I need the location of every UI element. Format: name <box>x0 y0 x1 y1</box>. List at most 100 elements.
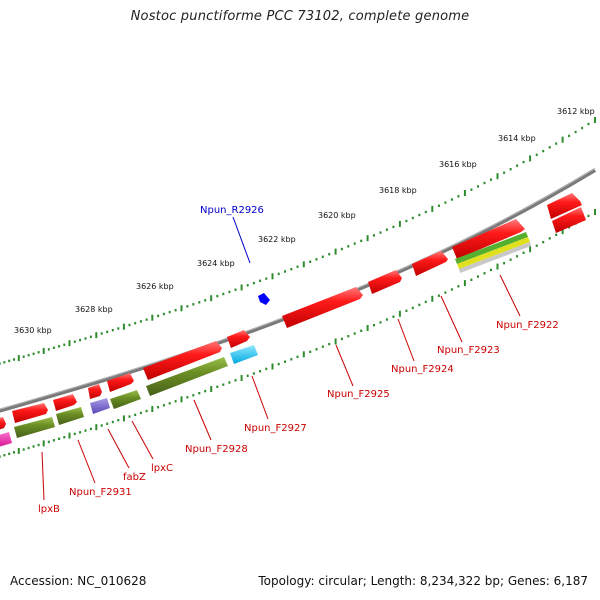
pink-feature <box>0 432 12 447</box>
minor-tick <box>574 130 577 134</box>
minor-tick <box>535 244 538 247</box>
minor-tick <box>47 348 50 351</box>
minor-tick <box>284 270 286 273</box>
minor-tick <box>27 354 30 357</box>
minor-tick <box>490 178 492 181</box>
scale-label: 3620 kbp <box>318 211 356 220</box>
minor-tick <box>32 352 35 355</box>
minor-tick <box>535 153 538 156</box>
minor-tick <box>73 340 76 343</box>
minor-tick <box>134 413 137 416</box>
genome-backbone-highlight <box>0 168 596 410</box>
minor-tick <box>379 231 382 234</box>
minor-tick <box>516 255 519 258</box>
inner-tick-track <box>0 209 596 458</box>
minor-tick <box>470 188 473 191</box>
minor-tick <box>555 233 558 236</box>
minor-tick <box>252 281 255 285</box>
minor-tick <box>360 329 363 332</box>
major-tick <box>431 295 434 302</box>
minor-tick <box>483 272 486 275</box>
minor-tick <box>392 225 395 229</box>
minor-tick <box>134 322 137 325</box>
cds-feature <box>88 384 102 399</box>
minor-tick <box>22 355 25 358</box>
minor-tick <box>477 275 479 278</box>
minor-tick <box>353 332 356 335</box>
scale-label: 3616 kbp <box>439 160 477 169</box>
scale-label: 3628 kbp <box>75 305 113 314</box>
minor-tick <box>37 443 40 447</box>
minor-tick <box>555 142 558 145</box>
minor-tick <box>58 345 61 348</box>
minor-tick <box>106 422 109 425</box>
blue-feature <box>230 345 258 364</box>
major-tick <box>42 440 45 447</box>
minor-tick <box>296 355 299 358</box>
minor-tick <box>450 288 453 291</box>
minor-tick <box>246 374 249 377</box>
gene-label-lpxb: lpxB <box>38 504 60 515</box>
gene-label-npun-r2926: Npun_R2926 <box>200 205 264 216</box>
cds-feature <box>452 219 525 259</box>
major-tick <box>398 310 401 317</box>
gene-track <box>0 345 258 447</box>
gene-feature <box>146 357 228 396</box>
major-tick <box>334 338 337 345</box>
minor-tick <box>204 299 207 302</box>
minor-tick <box>3 454 6 457</box>
minor-tick <box>216 294 219 298</box>
major-tick <box>95 332 98 339</box>
minor-tick <box>411 216 414 220</box>
minor-tick <box>296 265 299 268</box>
major-tick <box>271 273 274 280</box>
gene-label-npun-f2922: Npun_F2922 <box>496 320 559 331</box>
minor-tick <box>360 239 363 243</box>
minor-tick <box>216 385 219 388</box>
minor-tick <box>174 400 177 403</box>
minor-tick <box>228 290 231 294</box>
minor-tick <box>58 437 61 440</box>
gene-label-npun-f2931: Npun_F2931 <box>69 487 132 498</box>
gene-label-npun-f2923: Npun_F2923 <box>437 345 500 356</box>
major-tick <box>95 424 98 431</box>
minor-tick <box>139 411 142 415</box>
gene-label-npun-f2925: Npun_F2925 <box>327 389 390 400</box>
minor-tick <box>84 337 87 340</box>
minor-tick <box>100 332 103 335</box>
minor-tick <box>437 204 440 207</box>
label-leaders <box>41 274 521 501</box>
minor-tick <box>328 342 331 346</box>
minor-tick <box>111 420 114 424</box>
minor-tick <box>457 195 460 198</box>
minor-tick <box>168 402 171 405</box>
minor-tick <box>347 245 350 248</box>
major-tick <box>68 340 71 347</box>
minor-tick <box>79 338 82 342</box>
minor-tick <box>265 367 268 371</box>
minor-tick <box>424 210 427 214</box>
major-tick <box>594 117 596 123</box>
minor-tick <box>168 310 171 314</box>
minor-tick <box>22 448 25 451</box>
minor-tick <box>542 240 545 244</box>
gene-feature <box>56 407 84 425</box>
major-tick <box>366 235 369 242</box>
minor-tick <box>8 359 11 363</box>
minor-tick <box>477 185 479 188</box>
minor-tick <box>444 291 447 294</box>
minor-tick <box>581 126 584 130</box>
minor-tick <box>379 321 382 324</box>
major-tick <box>366 325 369 331</box>
minor-tick <box>321 345 324 348</box>
minor-tick <box>128 323 131 327</box>
gene-feature <box>110 390 141 409</box>
minor-tick <box>290 358 293 361</box>
minor-tick <box>79 431 82 434</box>
minor-tick <box>222 383 225 386</box>
minor-tick <box>385 318 388 321</box>
major-tick <box>210 295 213 302</box>
minor-tick <box>483 181 486 185</box>
minor-tick <box>73 432 76 436</box>
